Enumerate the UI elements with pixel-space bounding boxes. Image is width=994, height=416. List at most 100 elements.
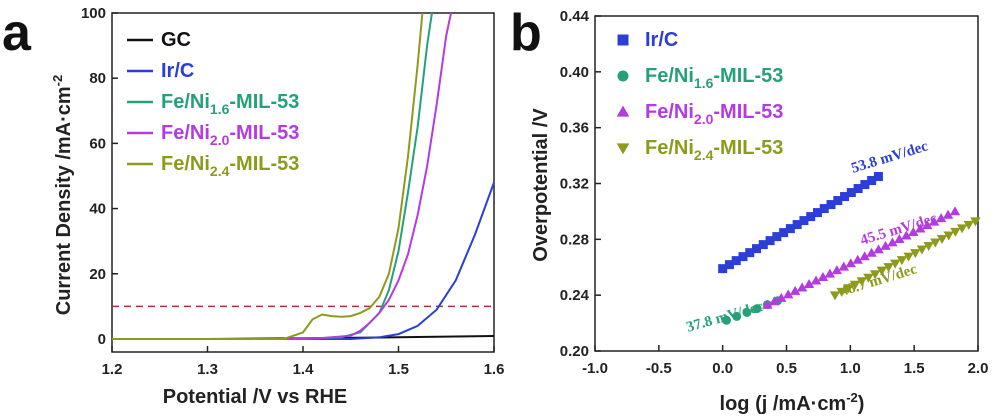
panel-b-series-0-point [853,184,863,194]
panel-b-series-0-point [799,216,809,226]
panel-a-x-tick-label: 1.3 [197,361,218,378]
panel-b-y-tick-label: 0.24 [560,287,590,304]
panel-b-series-0-point [833,196,843,206]
panel-b-series-2-point [776,292,787,302]
panel-a-x-tick-label: 1.4 [293,361,315,378]
panel-b-series-2-point [935,213,947,223]
panel-b-series-2-point [817,272,829,282]
panel-b-x-axis-title-main: log (j /mA [720,393,811,415]
panel-a-y-axis-title-exponent: -2 [50,75,65,87]
panel-b-y-tick-label: 0.44 [560,8,590,25]
panel-b-series-3-point [896,256,908,266]
panel-b-series-3-point [890,259,901,269]
panel-a-y-axis-title-main: Current Density /mA [53,122,75,315]
panel-b-series-0-point [765,236,775,246]
panel-b-series-2-point [783,289,794,299]
panel-b-series-3-point [836,287,847,297]
panel-b-series-2-point [908,227,919,237]
panel-b-y-tick-label: 0.36 [560,120,589,137]
panel-a-legend-label-0: GC [161,29,191,51]
panel-b-legend-label-0: Ir/C [645,29,678,51]
panel-b-series-2-point [922,220,933,230]
panel-b-series-2-point [915,223,926,233]
panel-b-series-0-point [758,240,768,250]
panel-b-x-tick-label: -1.0 [582,360,608,377]
panel-b-series-2-point [824,268,836,278]
panel-b-series-2-point [928,216,940,226]
panel-b-x-axis-title: log (j /mA·cm-2) [720,390,865,415]
panel-b-series-2-point [789,285,801,295]
panel-b-series-3-point [936,234,948,244]
panel-b-series-3-point [869,270,881,280]
panel-a-series-line-1 [112,182,495,340]
panel-b-legend-marker-3 [616,143,630,155]
panel-b-series-3-point [876,266,887,276]
panel-b-series-2-point [838,261,849,271]
panel-a-letter: a [2,4,32,62]
panel-b-series-1-point [752,304,762,314]
panel-b-series-2-point [831,265,843,275]
panel-b-series-1-point [732,311,742,321]
panel-a-x-tick-label: 1.2 [102,361,123,378]
panel-b-series-0-point [873,172,883,182]
panel-b-series-0-point [819,204,829,214]
panel-a-x-tick-label: 1.5 [388,361,409,378]
panel-b-y-tick-label: 0.40 [560,64,589,81]
panel-b-y-axis-title: Overpotential /V [530,108,552,262]
panel-a: a 1.2 1.3 1.4 1.5 1.6 0 20 40 60 80 100 GC Ir/C Fe/N… [2,4,504,408]
panel-b-series-3-point [863,273,874,283]
panel-b-series-1-point [721,315,731,325]
panel-a-ticks: 1.2 1.3 1.4 1.5 1.6 0 20 40 60 80 100 [81,5,504,378]
panel-b-series-3-point [970,217,981,227]
panel-b-series-0-point [738,252,748,262]
panel-b-legend-marker-0 [617,34,629,46]
panel-b-x-tick-label: 0.0 [712,360,733,377]
panel-b-x-tick-label: 1.0 [840,360,861,377]
panel-b-x-tick-label: 1.5 [904,360,925,377]
panel-b-series-3-point [943,231,954,241]
panel-a-legend-label-1: Ir/C [161,60,194,82]
panel-b-series-0-point [826,200,836,210]
panel-b-series-2-point [873,244,884,254]
panel-b-y-tick-label: 0.28 [560,231,589,248]
panel-b-x-axis-title-close: ) [858,393,865,415]
panel-b-x-axis-title-unit: cm [817,393,846,415]
panel-b-series-0-point [718,264,728,274]
panel-b-slope-label-1: 37.8 mV/dec [685,299,766,336]
panel-a-y-axis-title-dot: · [53,115,75,122]
panel-b-series-3-point [930,238,941,248]
panel-b-series-0-point [846,188,856,198]
panel-b-series-2-point [880,240,891,250]
panel-b-series-2-point [769,296,780,306]
panel-b-slope-label-0: 53.8 mV/dec [849,138,930,177]
panel-b-x-axis-title-dot: · [811,393,818,415]
panel-a-series-line-2 [112,12,433,340]
panel-b-series-3-point [843,284,854,294]
panel-b-series-3-point [856,277,867,287]
panel-b-ticks: -1.0 -0.5 0.0 0.5 1.0 1.5 2.0 0.20 0.24 0.28 0.32 0… [560,8,989,377]
panel-b-x-tick-label: 2.0 [968,360,989,377]
panel-a-series-line-3 [112,12,452,340]
panel-a-legend-label-4: Fe/Ni2.4-MIL-53 [161,153,299,179]
panel-b-series-2-point [803,278,815,288]
panel-b-series-2-point [949,206,961,216]
panel-b-series-2-point [796,282,808,292]
panel-b-x-axis-title-exponent: -2 [846,390,858,405]
panel-b-y-tick-label: 0.32 [560,176,589,193]
panel-b-series-0-point [745,248,755,258]
panel-b-legend-marker-2 [616,105,630,117]
panel-b-series-0-point [860,180,870,190]
panel-b-series-3-point [923,242,934,252]
panel-b-series-3-point [849,280,861,290]
panel-b-series-3-point [910,249,921,259]
panel-b-series-3-point [956,224,968,234]
panel-b-series-0-point [812,208,822,218]
panel-b-series-3-point [829,291,841,301]
panel-b-series-2-point [810,275,822,285]
panel-a-y-tick-label: 0 [98,331,106,348]
panel-b-series-0-point [840,192,850,202]
panel-b-series-0-point [779,228,789,238]
panel-b-series-3-point [950,227,961,237]
